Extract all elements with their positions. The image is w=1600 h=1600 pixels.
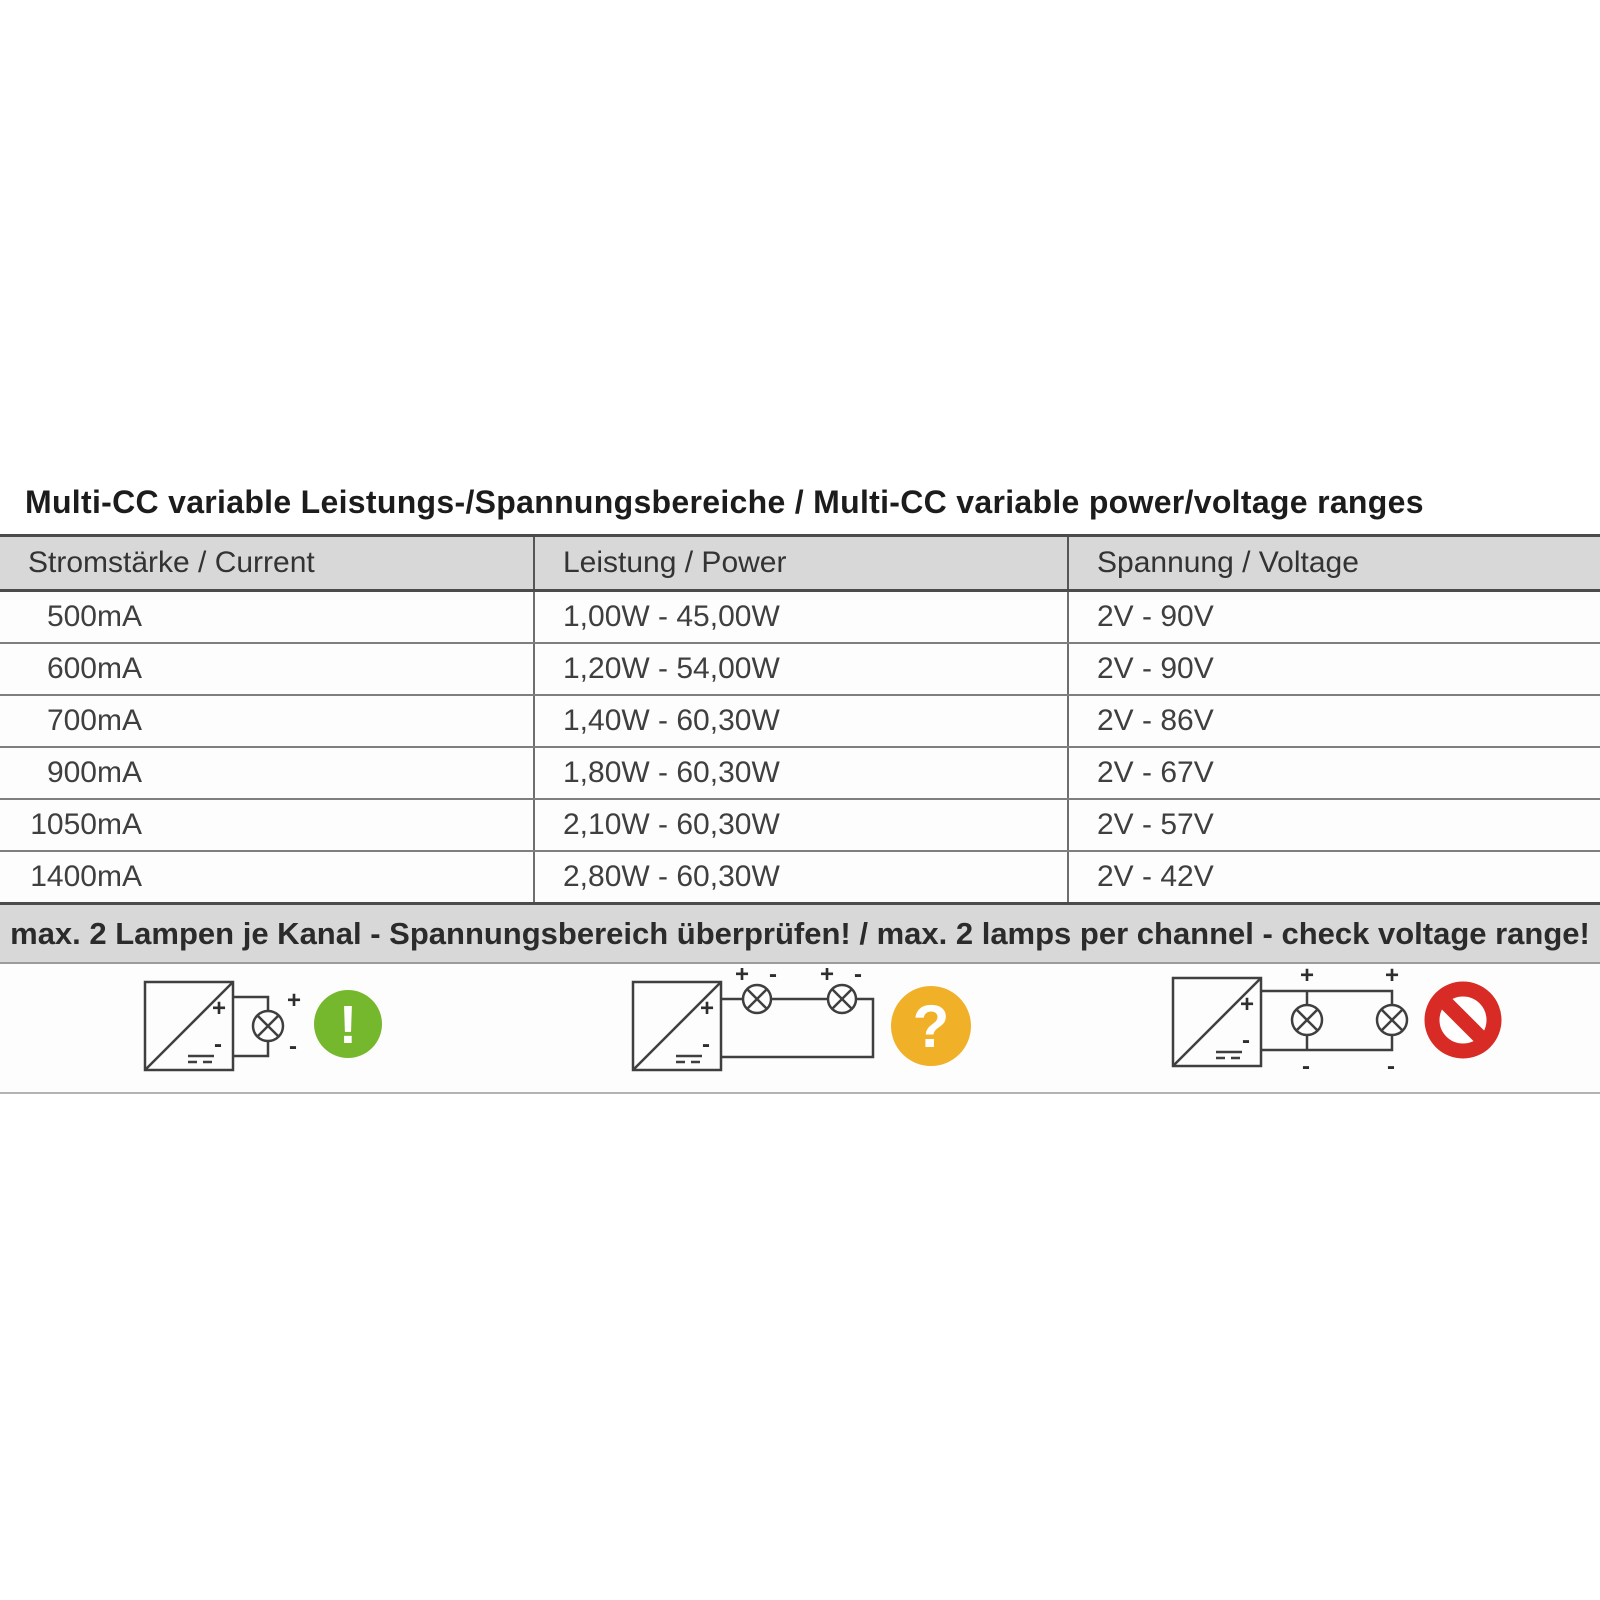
minus-label: - bbox=[1302, 1053, 1310, 1080]
page-title: Multi-CC variable Leistungs-/Spannungsbe… bbox=[25, 484, 1424, 520]
minus-label: - bbox=[854, 968, 862, 988]
cell-power: 1,00W - 45,00W bbox=[533, 592, 1067, 642]
power-voltage-table: Stromstärke / Current Leistung / Power S… bbox=[0, 534, 1600, 905]
cell-power: 1,20W - 54,00W bbox=[533, 644, 1067, 694]
cell-power: 1,40W - 60,30W bbox=[533, 696, 1067, 746]
table-row: 700mA 1,40W - 60,30W 2V - 86V bbox=[0, 696, 1600, 748]
diagram-two-lamps-series: + - + - + - ? bbox=[631, 968, 971, 1072]
current-value: 500mA bbox=[46, 600, 142, 633]
cell-current: 900mA bbox=[0, 748, 533, 798]
table-row: 1400mA 2,80W - 60,30W 2V - 42V bbox=[0, 852, 1600, 902]
cell-power: 2,10W - 60,30W bbox=[533, 800, 1067, 850]
minus-label: - bbox=[214, 1031, 222, 1058]
diagram-two-lamps-parallel: + - + + - - bbox=[1171, 968, 1502, 1080]
diagram-one-lamp: + - + - ! bbox=[143, 980, 382, 1072]
wiring-diagrams: + - + - ! + bbox=[0, 964, 1600, 1094]
plus-label: + bbox=[212, 995, 226, 1022]
plus-label: + bbox=[820, 968, 834, 988]
table-row: 600mA 1,20W - 54,00W 2V - 90V bbox=[0, 644, 1600, 696]
minus-label: - bbox=[1387, 1053, 1395, 1080]
cell-voltage: 2V - 57V bbox=[1067, 800, 1600, 850]
prohibition-icon bbox=[1424, 981, 1502, 1059]
led-driver-icon bbox=[631, 980, 723, 1072]
current-value: 700mA bbox=[46, 704, 142, 737]
lamp-icon bbox=[1375, 1003, 1409, 1037]
led-driver-icon bbox=[1171, 976, 1263, 1068]
wires bbox=[1261, 989, 1394, 1052]
warning-banner: max. 2 Lampen je Kanal - Spannungsbereic… bbox=[0, 905, 1600, 964]
cell-current: 600mA bbox=[0, 644, 533, 694]
cell-voltage: 2V - 42V bbox=[1067, 852, 1600, 902]
plus-label: + bbox=[735, 968, 749, 988]
plus-label: + bbox=[1240, 991, 1254, 1018]
lamp-icon bbox=[251, 1009, 285, 1043]
question-mark-icon: ? bbox=[891, 986, 971, 1066]
cell-current: 500mA bbox=[0, 592, 533, 642]
led-driver-icon bbox=[143, 980, 235, 1072]
cell-current: 1050mA bbox=[0, 800, 533, 850]
minus-label: - bbox=[702, 1031, 710, 1058]
current-value: 1400mA bbox=[30, 860, 142, 893]
wires bbox=[721, 997, 875, 1059]
cell-power: 1,80W - 60,30W bbox=[533, 748, 1067, 798]
cell-voltage: 2V - 90V bbox=[1067, 592, 1600, 642]
current-value: 600mA bbox=[46, 652, 142, 685]
plus-label: + bbox=[700, 995, 714, 1022]
header-cell-power: Leistung / Power bbox=[533, 537, 1067, 589]
minus-label: - bbox=[1242, 1027, 1250, 1054]
cell-voltage: 2V - 67V bbox=[1067, 748, 1600, 798]
lamp-icon bbox=[826, 983, 858, 1015]
minus-label: - bbox=[289, 1033, 297, 1060]
lamp-icon bbox=[741, 983, 773, 1015]
table-row: 500mA 1,00W - 45,00W 2V - 90V bbox=[0, 592, 1600, 644]
current-value: 1050mA bbox=[30, 808, 142, 841]
plus-label: + bbox=[1385, 968, 1399, 989]
table-row: 1050mA 2,10W - 60,30W 2V - 57V bbox=[0, 800, 1600, 852]
cell-current: 700mA bbox=[0, 696, 533, 746]
plus-label: + bbox=[1300, 968, 1314, 989]
datasheet-section: Multi-CC variable Leistungs-/Spannungsbe… bbox=[0, 478, 1600, 1094]
table-row: 900mA 1,80W - 60,30W 2V - 67V bbox=[0, 748, 1600, 800]
table-header-row: Stromstärke / Current Leistung / Power S… bbox=[0, 537, 1600, 592]
cell-voltage: 2V - 90V bbox=[1067, 644, 1600, 694]
minus-label: - bbox=[769, 968, 777, 988]
svg-text:!: ! bbox=[339, 995, 357, 1055]
header-cell-current: Stromstärke / Current bbox=[28, 546, 315, 579]
cell-voltage: 2V - 86V bbox=[1067, 696, 1600, 746]
header-cell-voltage: Spannung / Voltage bbox=[1067, 537, 1600, 589]
current-value: 900mA bbox=[46, 756, 142, 789]
plus-label: + bbox=[287, 987, 301, 1014]
cell-current: 1400mA bbox=[0, 852, 533, 902]
lamp-icon bbox=[1290, 1003, 1324, 1037]
svg-text:?: ? bbox=[913, 993, 950, 1060]
exclamation-ok-icon: ! bbox=[314, 990, 382, 1058]
cell-power: 2,80W - 60,30W bbox=[533, 852, 1067, 902]
